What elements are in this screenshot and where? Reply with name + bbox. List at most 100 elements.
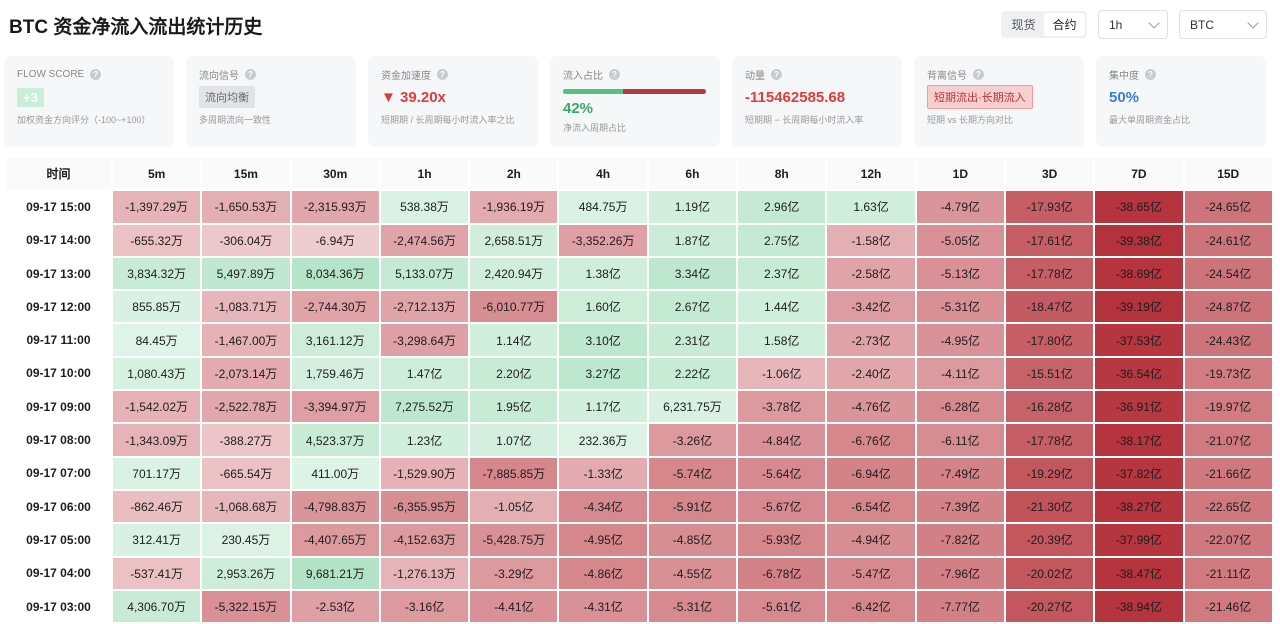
flow-cell: -24.65亿 <box>1184 191 1272 223</box>
flow-cell: -4.84亿 <box>738 424 826 456</box>
flow-cell: -1.06亿 <box>738 357 826 390</box>
flow-cell: -1,276.13万 <box>380 557 469 589</box>
flow-cell: 2.31亿 <box>648 324 737 356</box>
flow-cell: -37.53亿 <box>1095 324 1183 356</box>
flow-cell: 84.45万 <box>113 324 201 356</box>
concentration-value: 50% <box>1109 88 1140 106</box>
flow-cell: -38.69亿 <box>1095 257 1183 290</box>
row-time: 09-17 12:00 <box>6 291 111 323</box>
page-header: BTC 资金净流入流出统计历史 现货 合约 1h BTC <box>0 0 1280 50</box>
table-row: 09-17 06:00 -862.46万 -1,068.68万 -4,798.83万 -… <box>5 490 1273 523</box>
flow-cell: -3.16亿 <box>380 590 469 623</box>
flow-cell: 1,759.46万 <box>291 357 379 390</box>
flow-cell: -38.27亿 <box>1095 490 1183 523</box>
table-header: 时间 5m 15m 30m 1h 2h 4h 6h 8h 12h 1D 3D 7D 15D <box>5 157 1273 190</box>
flow-cell: -7.96亿 <box>916 557 1004 589</box>
table-row: 09-17 08:00 -1,343.09万 -388.27万 4,523.37万 1.… <box>5 423 1273 456</box>
row-time: 09-17 03:00 <box>6 590 111 623</box>
flow-cell: -17.61亿 <box>1005 224 1094 256</box>
help-icon[interactable]: ? <box>1145 68 1156 80</box>
flow-cell: -4,152.63万 <box>380 524 469 556</box>
flow-cell: -37.99亿 <box>1095 524 1183 556</box>
flow-cell: -2.40亿 <box>827 357 915 390</box>
acceleration-value: ▼ 39.20x <box>381 88 446 106</box>
flow-cell: 1.63亿 <box>827 191 915 223</box>
flow-cell: -2,744.30万 <box>291 291 379 323</box>
flow-cell: -4.95亿 <box>916 324 1004 356</box>
card-sub: 净流入周期占比 <box>563 123 627 133</box>
flow-cell: 9,681.21万 <box>291 557 379 589</box>
page-title: BTC 资金净流入流出统计历史 <box>9 17 263 38</box>
flow-cell: -19.73亿 <box>1184 357 1272 390</box>
flow-cell: 5,133.07万 <box>380 257 469 290</box>
flow-cell: -16.28亿 <box>1005 391 1094 423</box>
column-header: 3D <box>1005 158 1094 190</box>
flow-cell: 4,523.37万 <box>291 424 379 456</box>
flow-cell: 1.47亿 <box>380 357 469 390</box>
help-icon[interactable]: ? <box>437 68 448 80</box>
flow-cell: -2,073.14万 <box>202 357 290 390</box>
flow-cell: -6.28亿 <box>916 391 1004 423</box>
flow-cell: -37.82亿 <box>1095 457 1183 489</box>
column-header: 6h <box>648 158 737 190</box>
flow-cell: -3,352.26万 <box>559 224 647 256</box>
flow-cell: -5.61亿 <box>738 590 826 623</box>
column-header: 7D <box>1095 158 1183 190</box>
table-row: 09-17 03:00 4,306.70万 -5,322.15万 -2.53亿 -3.1… <box>5 590 1273 623</box>
tab-futures[interactable]: 合约 <box>1044 13 1085 36</box>
flow-cell: -5.13亿 <box>916 257 1004 290</box>
flow-cell: -20.02亿 <box>1005 557 1094 589</box>
row-time: 09-17 08:00 <box>6 424 111 456</box>
flow-cell: 411.00万 <box>291 457 379 489</box>
help-icon[interactable]: ? <box>609 68 620 80</box>
row-time: 09-17 13:00 <box>6 257 111 290</box>
row-time: 09-17 05:00 <box>6 524 111 556</box>
help-icon[interactable]: ? <box>973 68 984 80</box>
flow-cell: -15.51亿 <box>1005 357 1094 390</box>
flow-cell: -1,650.53万 <box>202 191 290 223</box>
flow-cell: -36.91亿 <box>1095 391 1183 423</box>
flow-cell: -4.31亿 <box>559 590 647 623</box>
flow-cell: -21.46亿 <box>1184 590 1272 623</box>
flow-cell: -7.82亿 <box>916 524 1004 556</box>
flow-cell: -38.65亿 <box>1095 191 1183 223</box>
flow-cell: -5.64亿 <box>738 457 826 489</box>
flow-cell: -4.86亿 <box>559 557 647 589</box>
flow-cell: -17.78亿 <box>1005 424 1094 456</box>
column-header: 30m <box>291 158 379 190</box>
flow-cell: -862.46万 <box>113 490 201 523</box>
flow-cell: 2.20亿 <box>470 357 558 390</box>
card-sub: 短期期 / 长周期每小时流入率之比 <box>381 115 515 125</box>
flow-cell: 8,034.36万 <box>291 257 379 290</box>
flow-cell: -21.07亿 <box>1184 424 1272 456</box>
flow-cell: -22.65亿 <box>1184 490 1272 523</box>
card-flow-score: FLOW SCORE? +3 加权资金方向评分（-100~+100） <box>4 56 174 147</box>
flow-cell: -1,068.68万 <box>202 490 290 523</box>
tab-spot[interactable]: 现货 <box>1011 18 1036 32</box>
column-header: 时间 <box>6 158 111 190</box>
flow-cell: 1.23亿 <box>380 424 469 456</box>
flow-cell: 1.17亿 <box>559 391 647 423</box>
flow-cell: -665.54万 <box>202 457 290 489</box>
row-time: 09-17 06:00 <box>6 490 111 523</box>
flow-cell: -1,397.29万 <box>113 191 201 223</box>
flow-cell: 1,080.43万 <box>113 357 201 390</box>
help-icon[interactable]: ? <box>90 68 102 80</box>
flow-cell: 312.41万 <box>113 524 201 556</box>
table-row: 09-17 11:00 84.45万 -1,467.00万 3,161.12万 -3,2… <box>5 323 1273 356</box>
table-row: 09-17 05:00 312.41万 230.45万 -4,407.65万 -4,15… <box>5 523 1273 556</box>
momentum-value: -115462585.68 <box>745 88 846 106</box>
flow-cell: -38.47亿 <box>1095 557 1183 589</box>
card-label: FLOW SCORE <box>17 68 85 80</box>
flow-cell: -1.05亿 <box>470 490 558 523</box>
card-acceleration: 资金加速度? ▼ 39.20x 短期期 / 长周期每小时流入率之比 <box>368 56 538 147</box>
interval-select[interactable]: 1h <box>1098 10 1168 39</box>
inflow-ratio-value: 42% <box>563 99 594 117</box>
symbol-select[interactable]: BTC <box>1179 10 1267 39</box>
flow-cell: -388.27万 <box>202 424 290 456</box>
help-icon[interactable]: ? <box>771 68 782 80</box>
flow-cell: -36.54亿 <box>1095 357 1183 390</box>
help-icon[interactable]: ? <box>245 68 256 80</box>
flow-cell: 7,275.52万 <box>380 391 469 423</box>
flow-cell: 230.45万 <box>202 524 290 556</box>
